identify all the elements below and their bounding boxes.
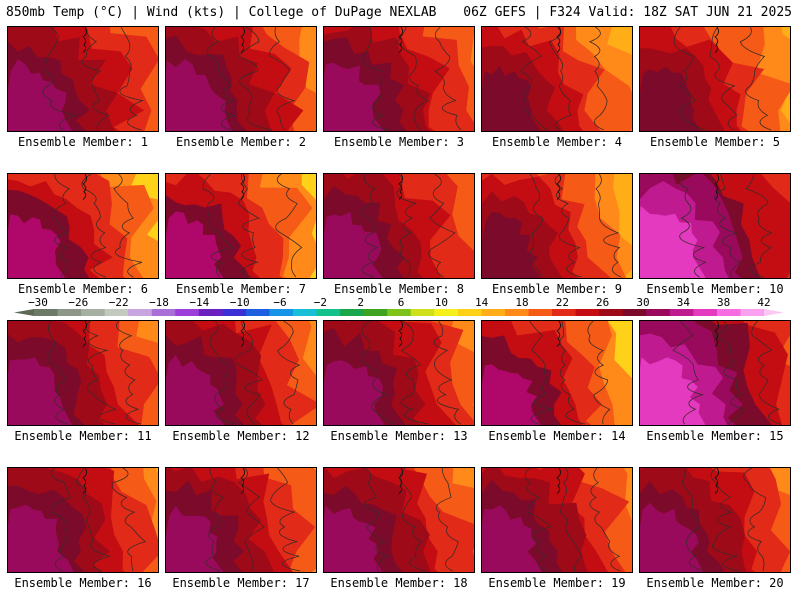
ensemble-member-map [481, 173, 633, 279]
ensemble-member-label: Ensemble Member: 11 [14, 429, 152, 443]
colorbar-segment [457, 309, 482, 316]
header-title: 850mb Temp (°C) | Wind (kts) | College o… [6, 5, 437, 20]
colorbar-tick-label: 26 [596, 296, 610, 309]
ensemble-member-map [7, 173, 159, 279]
ensemble-member-map [323, 173, 475, 279]
colorbar-tick-label: −30 [28, 296, 48, 309]
colorbar-segment [434, 309, 459, 316]
colorbar-segment [316, 309, 341, 316]
colorbar-segment [387, 309, 412, 316]
ensemble-member-map [639, 26, 791, 132]
colorbar-segment [269, 309, 294, 316]
colorbar-tick-label: 34 [676, 296, 690, 309]
colorbar-segment [716, 309, 741, 316]
ensemble-member-map [7, 320, 159, 426]
colorbar-segment [410, 309, 435, 316]
colorbar-segment [599, 309, 624, 316]
colorbar-tick-label: −6 [273, 296, 287, 309]
colorbar-segment [245, 309, 270, 316]
ensemble-member-map [639, 320, 791, 426]
colorbar-segment [481, 309, 506, 316]
ensemble-member-map [481, 320, 633, 426]
ensemble-member-label: Ensemble Member: 2 [175, 135, 307, 149]
ensemble-member-map [323, 320, 475, 426]
ensemble-member-map [165, 173, 317, 279]
colorbar-tick-label: −2 [313, 296, 327, 309]
ensemble-member-label: Ensemble Member: 13 [330, 429, 468, 443]
colorbar-segment [34, 309, 59, 316]
colorbar-tick-label: 30 [636, 296, 650, 309]
ensemble-member-map [481, 26, 633, 132]
ensemble-member-label: Ensemble Member: 18 [330, 576, 468, 590]
colorbar-tick-label: 22 [555, 296, 569, 309]
colorbar-segment [669, 309, 694, 316]
colorbar-tick-label: 18 [515, 296, 529, 309]
colorbar-segment [622, 309, 647, 316]
colorbar-segment [575, 309, 600, 316]
ensemble-member-label: Ensemble Member: 20 [646, 576, 784, 590]
colorbar-tick-label: 38 [717, 296, 731, 309]
ensemble-member-map [323, 26, 475, 132]
ensemble-member-map [7, 26, 159, 132]
ensemble-member-label: Ensemble Member: 12 [172, 429, 310, 443]
colorbar-segment [646, 309, 671, 316]
ensemble-member-label: Ensemble Member: 17 [172, 576, 310, 590]
colorbar-tick-label: −18 [149, 296, 169, 309]
ensemble-member-map [639, 467, 791, 573]
colorbar-tick-label: 42 [757, 296, 771, 309]
ensemble-member-map [165, 467, 317, 573]
colorbar-segment [363, 309, 388, 316]
ensemble-member-label: Ensemble Member: 6 [17, 282, 149, 296]
colorbar-segment [57, 309, 82, 316]
ensemble-member-label: Ensemble Member: 16 [14, 576, 152, 590]
header-run-info: 06Z GEFS | F324 Valid: 18Z SAT JUN 21 20… [463, 5, 792, 20]
ensemble-member-label: Ensemble Member: 8 [333, 282, 465, 296]
colorbar-segment [293, 309, 318, 316]
ensemble-member-label: Ensemble Member: 19 [488, 576, 626, 590]
colorbar-segment [340, 309, 365, 316]
colorbar-tick-label: −26 [68, 296, 89, 309]
ensemble-member-map [639, 173, 791, 279]
ensemble-member-map [7, 467, 159, 573]
ensemble-member-map [165, 320, 317, 426]
ensemble-member-label: Ensemble Member: 3 [333, 135, 465, 149]
colorbar-segment [104, 309, 129, 316]
ensemble-member-map [481, 467, 633, 573]
ensemble-member-label: Ensemble Member: 14 [488, 429, 626, 443]
colorbar-tick-label: 6 [397, 296, 405, 309]
colorbar-tick-label: 2 [357, 296, 364, 309]
colorbar-segment [198, 309, 223, 316]
colorbar-segment [175, 309, 200, 316]
ensemble-member-map [323, 467, 475, 573]
colorbar-segment [504, 309, 530, 316]
colorbar-segment [693, 309, 718, 316]
colorbar-tick-label: −22 [108, 296, 129, 309]
colorbar-segment [222, 309, 247, 316]
colorbar-segment [81, 309, 106, 316]
ensemble-member-label: Ensemble Member: 9 [491, 282, 623, 296]
ensemble-member-map [165, 26, 317, 132]
colorbar-segment [528, 309, 553, 316]
temperature-colorbar: −30 −26 −22 −18 −14 −10 −6 −2 2 6 10 14 18 22 26 30 34 38… [0, 296, 800, 322]
ensemble-member-label: Ensemble Member: 5 [649, 135, 781, 149]
colorbar-segment [552, 309, 577, 316]
ensemble-member-label: Ensemble Member: 10 [646, 282, 784, 296]
colorbar-segment [151, 309, 176, 316]
colorbar-segment [128, 309, 153, 316]
ensemble-member-label: Ensemble Member: 1 [17, 135, 149, 149]
colorbar-min-arrow [14, 309, 34, 316]
colorbar-tick-label: −14 [189, 296, 210, 309]
ensemble-member-label: Ensemble Member: 15 [646, 429, 784, 443]
colorbar-tick-label: 10 [434, 296, 448, 309]
ensemble-member-label: Ensemble Member: 7 [175, 282, 307, 296]
colorbar-tick-label: 14 [475, 296, 489, 309]
colorbar-max-arrow [764, 309, 784, 316]
colorbar-tick-label: −10 [229, 296, 250, 309]
ensemble-member-label: Ensemble Member: 4 [491, 135, 623, 149]
colorbar-segment [740, 309, 765, 316]
